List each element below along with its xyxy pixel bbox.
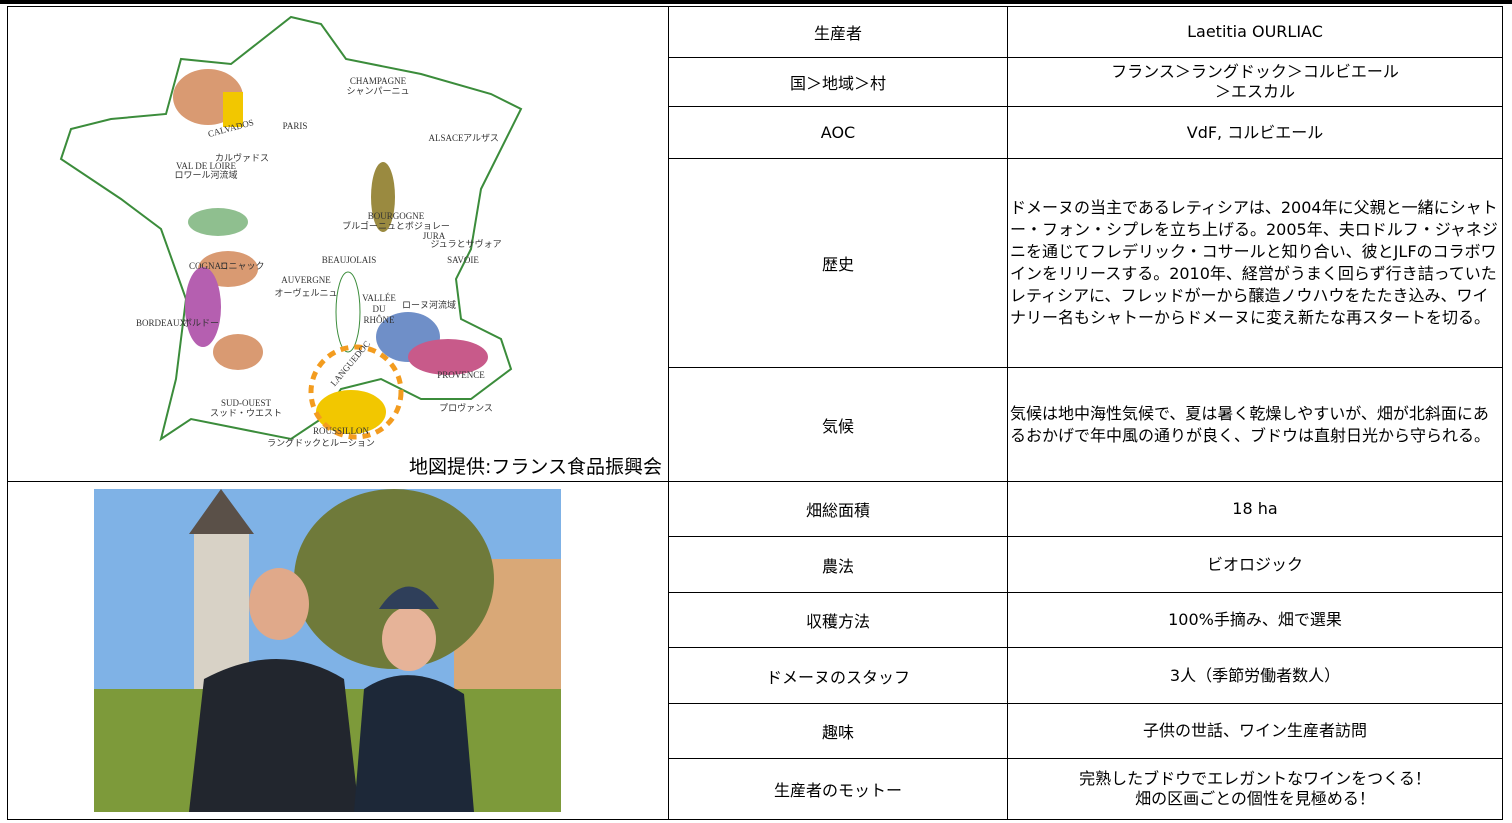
map-label: ラングドックとルーション: [267, 437, 375, 448]
map-label: PARIS: [283, 121, 308, 131]
map-label: ALSACE: [428, 133, 464, 143]
producer-table: CHAMPAGNE シャンパーニュ CALVADOS カルヴァドス PARIS ALSAC…: [7, 6, 1503, 820]
map-label: アルザス: [463, 133, 499, 143]
row-label: 畑総面積: [668, 481, 1008, 537]
row-label: 農法: [668, 536, 1008, 593]
row-label: 趣味: [668, 703, 1008, 759]
row-value: フランス＞ラングドック＞コルビエール ＞エスカル: [1007, 57, 1503, 107]
map-label: シャンパーニュ: [346, 86, 409, 96]
row-value: VdF, コルビエール: [1007, 106, 1503, 159]
map-label: オーヴェルニュ: [274, 287, 337, 298]
row-value: ビオロジック: [1007, 536, 1503, 593]
map-label: PROVENCE: [437, 370, 485, 380]
row-value: ドメーヌの当主であるレティシアは、2004年に父親と一緒にシャトー・フォン・シプ…: [1007, 158, 1503, 368]
photo-cell: [7, 481, 669, 820]
map-label: プロヴァンス: [439, 402, 493, 413]
row-value: 100%手摘み、畑で選果: [1007, 592, 1503, 648]
map-label: ローヌ河流域: [402, 299, 456, 310]
row-value: Laetitia OURLIAC: [1007, 6, 1503, 58]
top-border: [0, 0, 1512, 4]
map-label: ブルゴーニュとボジョレー: [342, 220, 450, 231]
map-label: SUD-OUEST: [221, 398, 272, 408]
row-value: 18 ha: [1007, 481, 1503, 537]
map-label: RHÔNE: [364, 315, 396, 325]
map-label: AUVERGNE: [281, 275, 331, 285]
map-caption: 地図提供:フランス食品振興会: [408, 456, 662, 478]
row-label: 歴史: [668, 158, 1008, 368]
row-label: 生産者: [668, 6, 1008, 58]
row-label: 生産者のモットー: [668, 758, 1008, 820]
map-label: SAVOIE: [447, 255, 479, 265]
row-value: 完熟したブドウでエレガントなワインをつくる！ 畑の区画ごとの個性を見極める！: [1007, 758, 1503, 820]
map-label: BOURGOGNE: [368, 211, 425, 221]
row-label: 国＞地域＞村: [668, 57, 1008, 107]
map-label: ボルドー: [183, 318, 219, 328]
map-label: カルヴァドス: [215, 152, 269, 163]
row-value: 3人（季節労働者数人）: [1007, 647, 1503, 704]
map-label: BORDEAUX: [136, 318, 187, 328]
row-label: 収穫方法: [668, 592, 1008, 648]
map-label: VALLÉE: [362, 293, 396, 303]
map-label: ジュラとサヴォア: [430, 238, 501, 249]
row-label: AOC: [668, 106, 1008, 159]
map-label: CHAMPAGNE: [350, 76, 407, 86]
map-cell: CHAMPAGNE シャンパーニュ CALVADOS カルヴァドス PARIS ALSAC…: [7, 6, 669, 482]
map-label: ROUSSILLON: [313, 426, 370, 436]
row-label: ドメーヌのスタッフ: [668, 647, 1008, 704]
map-label: VAL DE LOIRE: [176, 161, 236, 171]
map-label: ロワール河流域: [174, 169, 237, 180]
row-value: 気候は地中海性気候で、夏は暑く乾燥しやすいが、畑が北斜面にあるおかげで年中風の通…: [1007, 367, 1503, 482]
map-label: JURA: [423, 231, 446, 241]
producer-photo: [94, 489, 561, 812]
row-value: 子供の世話、ワイン生産者訪問: [1007, 703, 1503, 759]
map-label: スッド・ウエスト: [210, 408, 282, 418]
map: CHAMPAGNEシャンパーニュCALVADOSカルヴァドスPARISALSAC…: [59, 15, 523, 448]
map-label: COGNAC: [189, 261, 227, 271]
map-label: BEAUJOLAIS: [322, 255, 377, 265]
map-label: コニャック: [219, 261, 264, 271]
row-label: 気候: [668, 367, 1008, 482]
map-label: DU: [373, 304, 386, 314]
